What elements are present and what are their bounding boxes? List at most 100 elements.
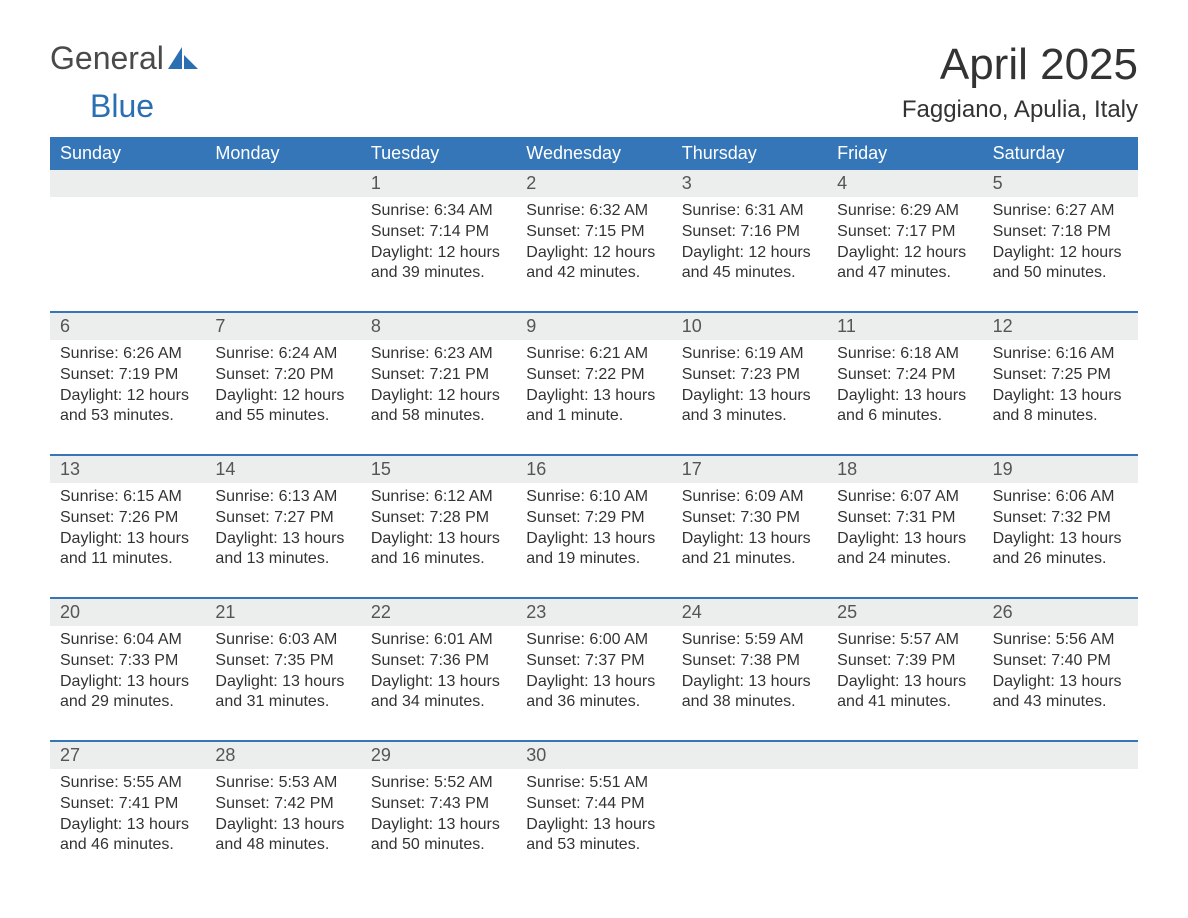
sunrise-line-value: 6:32 AM xyxy=(589,202,648,219)
sunrise-line: Sunrise: 6:19 AM xyxy=(682,344,817,365)
daylight-line-label: Daylight: xyxy=(682,244,749,261)
day-number: 5 xyxy=(983,170,1138,197)
daylight-line-label: Daylight: xyxy=(526,387,593,404)
sunset-line: Sunset: 7:42 PM xyxy=(215,794,350,815)
day-number: 21 xyxy=(205,599,360,626)
daylight-line: Daylight: 13 hours and 36 minutes. xyxy=(526,672,661,714)
sunset-line-value: 7:20 PM xyxy=(274,366,334,383)
sunset-line: Sunset: 7:36 PM xyxy=(371,651,506,672)
sunset-line-value: 7:18 PM xyxy=(1051,223,1111,240)
calendar-cell: Sunrise: 6:09 AMSunset: 7:30 PMDaylight:… xyxy=(672,483,827,583)
sunrise-line-value: 5:59 AM xyxy=(745,631,804,648)
sunset-line-value: 7:23 PM xyxy=(740,366,800,383)
calendar-cell: Sunrise: 6:13 AMSunset: 7:27 PMDaylight:… xyxy=(205,483,360,583)
sunset-line-label: Sunset: xyxy=(993,223,1052,240)
sunset-line-label: Sunset: xyxy=(371,795,430,812)
sunset-line-label: Sunset: xyxy=(837,509,896,526)
day-number: 2 xyxy=(516,170,671,197)
sunrise-line-label: Sunrise: xyxy=(837,202,900,219)
weekday-header: Tuesday xyxy=(361,137,516,170)
sunset-line-value: 7:39 PM xyxy=(896,652,956,669)
daylight-line: Daylight: 13 hours and 41 minutes. xyxy=(837,672,972,714)
day-number: 16 xyxy=(516,456,671,483)
daylight-line-label: Daylight: xyxy=(215,816,282,833)
sunset-line: Sunset: 7:32 PM xyxy=(993,508,1128,529)
day-number: 27 xyxy=(50,742,205,769)
sunset-line-label: Sunset: xyxy=(682,366,741,383)
calendar-cell: Sunrise: 6:19 AMSunset: 7:23 PMDaylight:… xyxy=(672,340,827,440)
daylight-line: Daylight: 12 hours and 47 minutes. xyxy=(837,243,972,285)
sunrise-line-value: 6:29 AM xyxy=(900,202,959,219)
day-number: 19 xyxy=(983,456,1138,483)
sunset-line-value: 7:16 PM xyxy=(740,223,800,240)
sunset-line-value: 7:25 PM xyxy=(1051,366,1111,383)
calendar-cell: Sunrise: 6:04 AMSunset: 7:33 PMDaylight:… xyxy=(50,626,205,726)
daylight-line: Daylight: 13 hours and 43 minutes. xyxy=(993,672,1128,714)
calendar-cell: Sunrise: 6:34 AMSunset: 7:14 PMDaylight:… xyxy=(361,197,516,297)
sunset-line: Sunset: 7:40 PM xyxy=(993,651,1128,672)
sunrise-line-label: Sunrise: xyxy=(60,774,123,791)
sunset-line-value: 7:27 PM xyxy=(274,509,334,526)
sunset-line-value: 7:26 PM xyxy=(119,509,179,526)
daylight-line-label: Daylight: xyxy=(60,530,127,547)
sunrise-line-label: Sunrise: xyxy=(371,488,434,505)
sunrise-line-value: 6:23 AM xyxy=(434,345,493,362)
calendar-cell: Sunrise: 6:16 AMSunset: 7:25 PMDaylight:… xyxy=(983,340,1138,440)
sunrise-line: Sunrise: 5:59 AM xyxy=(682,630,817,651)
daylight-line: Daylight: 12 hours and 42 minutes. xyxy=(526,243,661,285)
daylight-line-label: Daylight: xyxy=(215,530,282,547)
sunrise-line-value: 6:01 AM xyxy=(434,631,493,648)
sunset-line-value: 7:36 PM xyxy=(430,652,490,669)
daylight-line: Daylight: 13 hours and 38 minutes. xyxy=(682,672,817,714)
day-number: 10 xyxy=(672,313,827,340)
day-number: 17 xyxy=(672,456,827,483)
calendar-cell: Sunrise: 6:00 AMSunset: 7:37 PMDaylight:… xyxy=(516,626,671,726)
sunrise-line-value: 5:56 AM xyxy=(1056,631,1115,648)
sunset-line: Sunset: 7:24 PM xyxy=(837,365,972,386)
sunset-line-label: Sunset: xyxy=(60,509,119,526)
calendar-cell: Sunrise: 5:59 AMSunset: 7:38 PMDaylight:… xyxy=(672,626,827,726)
sunset-line-value: 7:33 PM xyxy=(119,652,179,669)
location-subtitle: Faggiano, Apulia, Italy xyxy=(902,96,1138,124)
sunrise-line-label: Sunrise: xyxy=(60,631,123,648)
daylight-line-label: Daylight: xyxy=(371,530,438,547)
sunset-line-value: 7:28 PM xyxy=(430,509,490,526)
sunrise-line-label: Sunrise: xyxy=(837,345,900,362)
daylight-line-label: Daylight: xyxy=(526,673,593,690)
day-number: 1 xyxy=(361,170,516,197)
sunset-line: Sunset: 7:25 PM xyxy=(993,365,1128,386)
calendar-cell: Sunrise: 6:31 AMSunset: 7:16 PMDaylight:… xyxy=(672,197,827,297)
sunset-line-label: Sunset: xyxy=(837,223,896,240)
day-number: 9 xyxy=(516,313,671,340)
daylight-line: Daylight: 12 hours and 50 minutes. xyxy=(993,243,1128,285)
daylight-line: Daylight: 12 hours and 53 minutes. xyxy=(60,386,195,428)
day-number: 8 xyxy=(361,313,516,340)
sunset-line-label: Sunset: xyxy=(993,366,1052,383)
sunrise-line: Sunrise: 5:52 AM xyxy=(371,773,506,794)
sunset-line: Sunset: 7:22 PM xyxy=(526,365,661,386)
sunset-line-label: Sunset: xyxy=(371,509,430,526)
day-number: 12 xyxy=(983,313,1138,340)
sunrise-line-value: 6:09 AM xyxy=(745,488,804,505)
sunrise-line-label: Sunrise: xyxy=(526,774,589,791)
sunset-line: Sunset: 7:44 PM xyxy=(526,794,661,815)
day-number: 18 xyxy=(827,456,982,483)
daylight-line: Daylight: 13 hours and 24 minutes. xyxy=(837,529,972,571)
sunset-line: Sunset: 7:38 PM xyxy=(682,651,817,672)
sunrise-line-value: 5:55 AM xyxy=(123,774,182,791)
calendar-cell: Sunrise: 5:51 AMSunset: 7:44 PMDaylight:… xyxy=(516,769,671,869)
sunrise-line-value: 6:00 AM xyxy=(589,631,648,648)
day-number: 30 xyxy=(516,742,671,769)
sunrise-line-label: Sunrise: xyxy=(526,488,589,505)
sunset-line-value: 7:14 PM xyxy=(430,223,490,240)
daylight-line: Daylight: 13 hours and 19 minutes. xyxy=(526,529,661,571)
sunset-line-value: 7:35 PM xyxy=(274,652,334,669)
sunrise-line-label: Sunrise: xyxy=(993,488,1056,505)
daylight-line: Daylight: 13 hours and 13 minutes. xyxy=(215,529,350,571)
sunset-line-label: Sunset: xyxy=(215,366,274,383)
weekday-header: Monday xyxy=(205,137,360,170)
sunrise-line-label: Sunrise: xyxy=(60,488,123,505)
sunrise-line-label: Sunrise: xyxy=(371,345,434,362)
daylight-line-label: Daylight: xyxy=(526,816,593,833)
sunrise-line-label: Sunrise: xyxy=(371,202,434,219)
